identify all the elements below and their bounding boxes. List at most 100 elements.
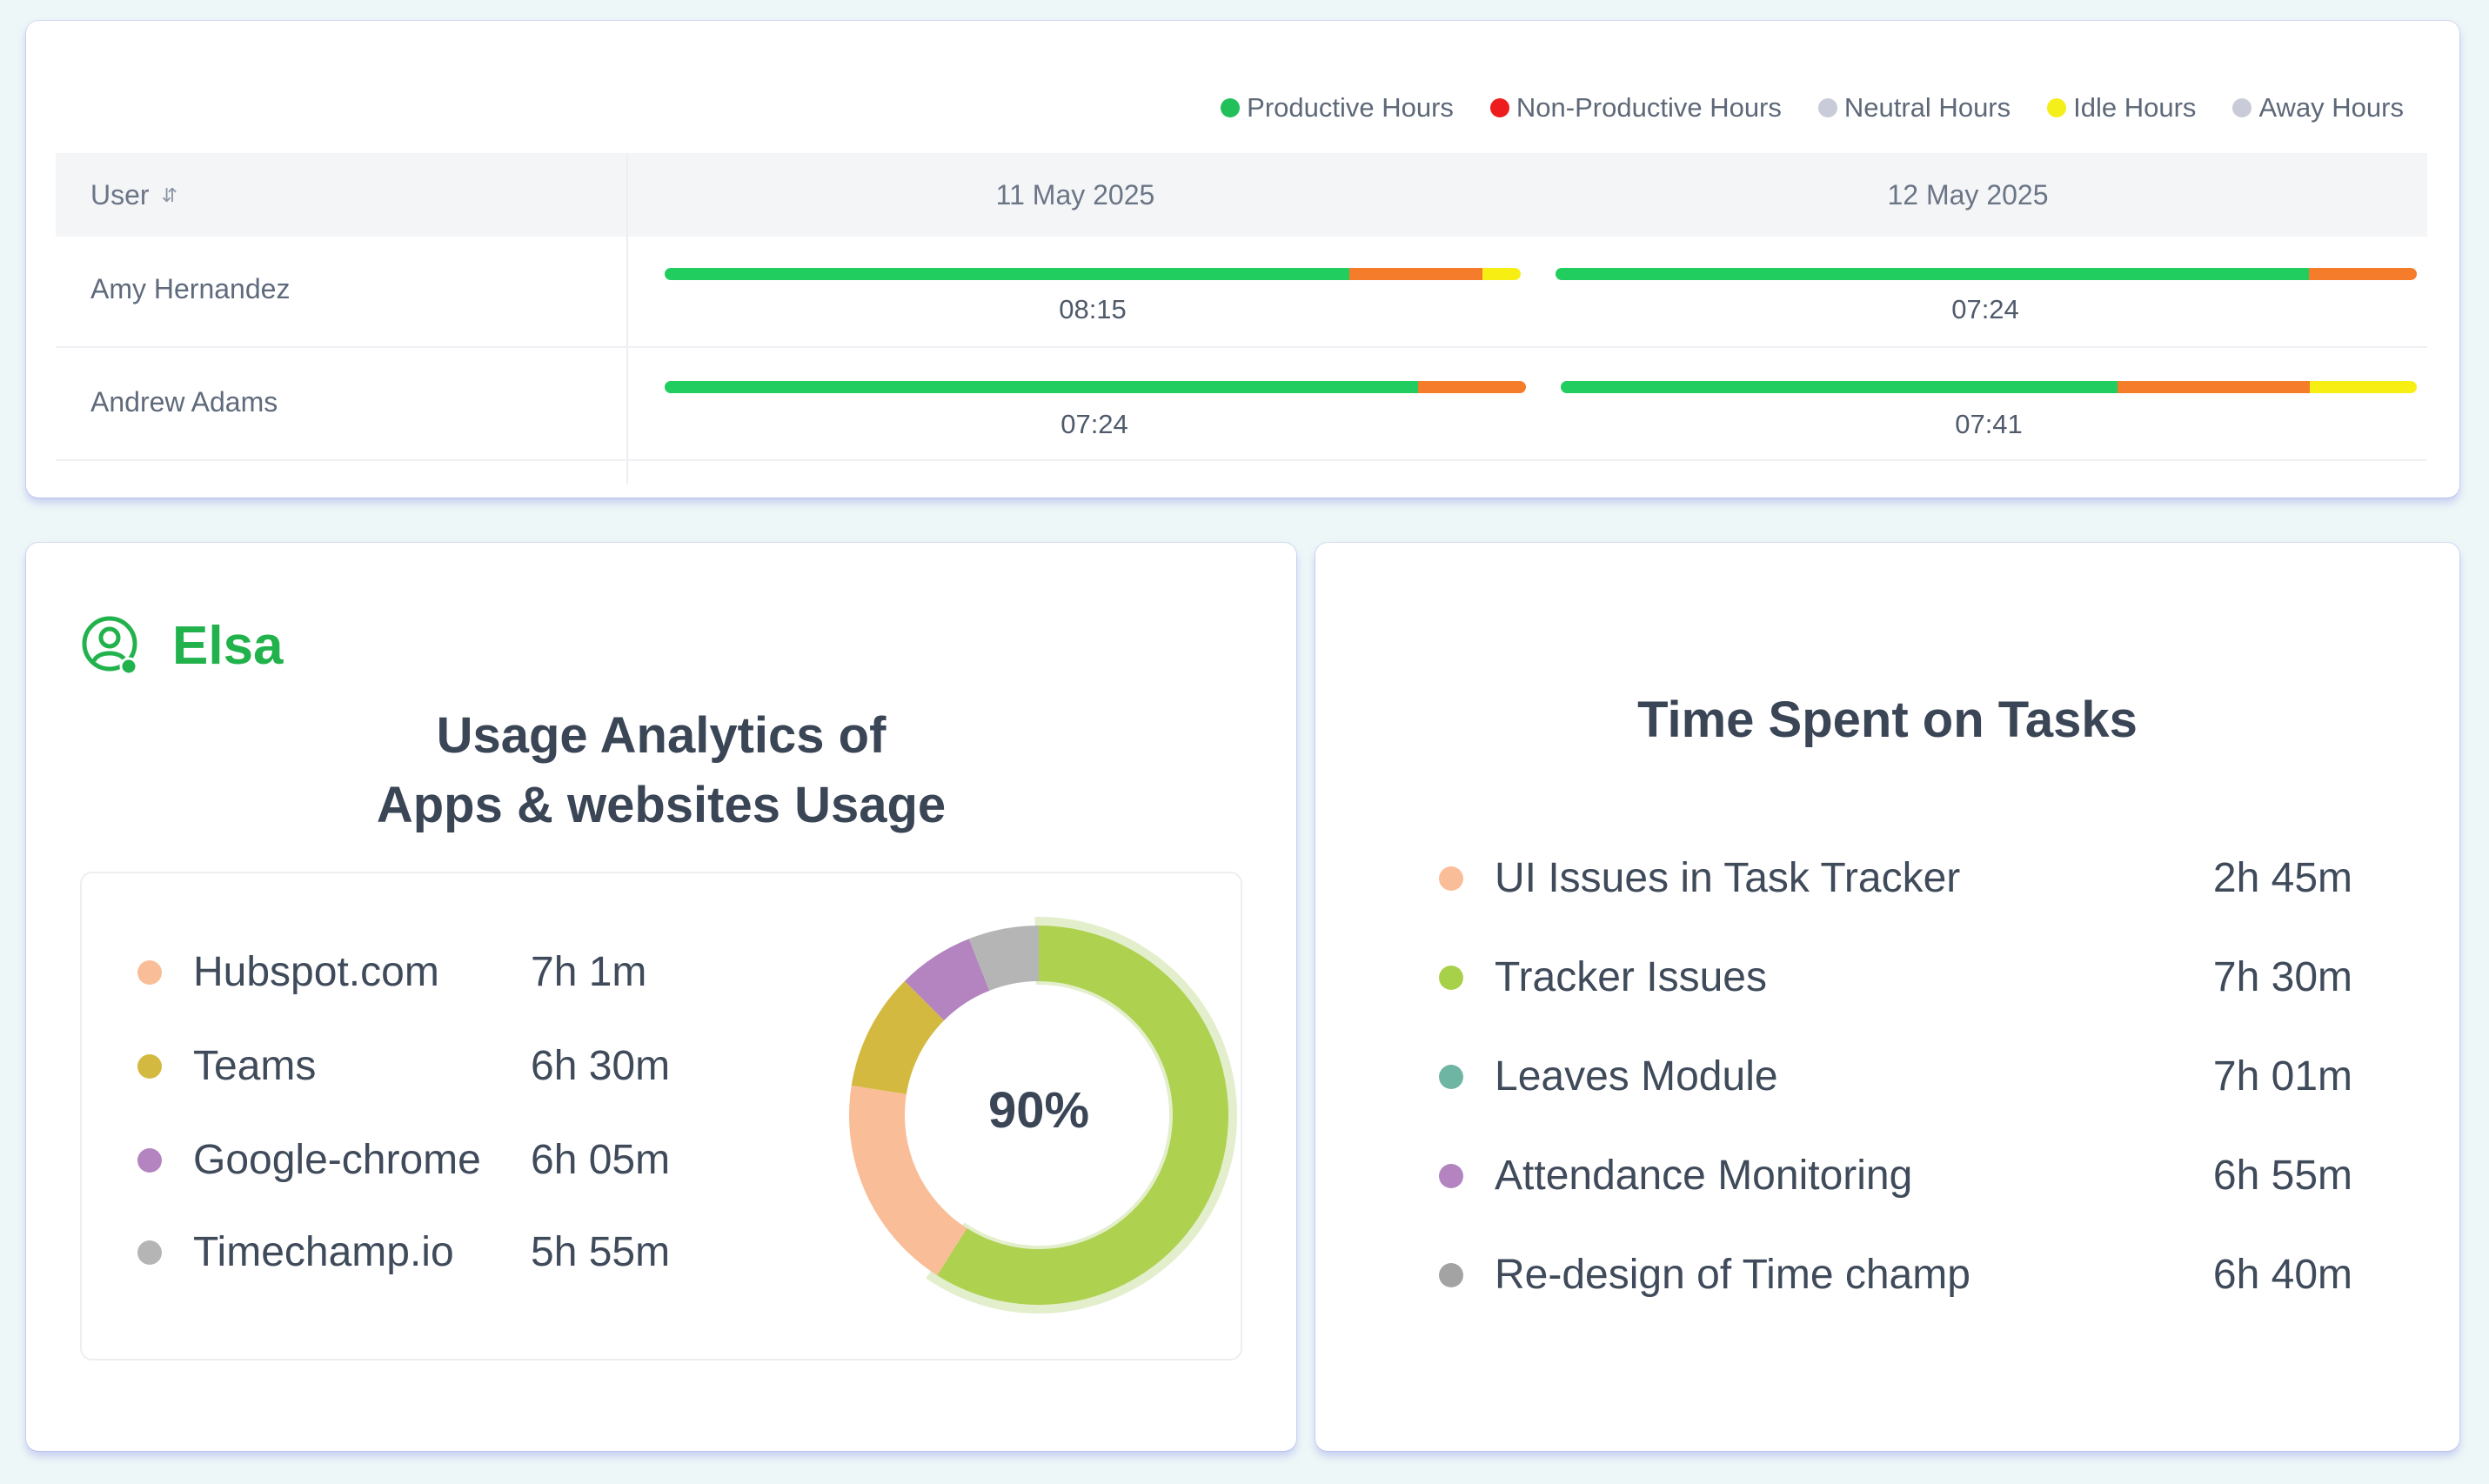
legend-label: Idle Hours <box>2073 92 2197 123</box>
table-row[interactable]: Amy Hernandez 08:15 07:24 <box>56 237 2427 348</box>
total-time: 08:15 <box>1059 294 1127 324</box>
donut-slice[interactable] <box>968 926 1039 991</box>
app-color-dot <box>137 1147 162 1173</box>
usage-title-line: Apps & websites Usage <box>376 777 947 833</box>
app-time: 6h 05m <box>531 1137 671 1183</box>
task-color-dot <box>1439 1163 1463 1188</box>
task-time: 7h 30m <box>2212 954 2352 1000</box>
bar-segment-idle <box>2309 381 2417 393</box>
bar-segment-productive <box>1561 381 2118 393</box>
column-divider <box>626 153 628 484</box>
task-time: 2h 45m <box>2212 855 2352 901</box>
task-time: 6h 55m <box>2212 1153 2352 1199</box>
legend-dot <box>1489 98 1509 117</box>
bar-segment-non-productive <box>1418 381 1526 393</box>
task-color-dot <box>1439 965 1463 990</box>
legend-dot <box>1817 98 1837 117</box>
app-item[interactable]: Teams 6h 30m <box>137 1042 705 1090</box>
time-bar[interactable] <box>1561 381 2417 393</box>
usage-title: Usage Analytics of Apps & websites Usage <box>26 701 1296 840</box>
legend-label: Non-Productive Hours <box>1515 92 1782 123</box>
app-item[interactable]: Timechamp.io 5h 55m <box>137 1228 705 1276</box>
legend-item-neutral[interactable]: Neutral Hours <box>1817 92 2011 124</box>
bar-segment-non-productive <box>2309 268 2417 280</box>
task-time: 7h 01m <box>2212 1053 2352 1100</box>
task-name: Leaves Module <box>1495 1053 1778 1100</box>
app-time: 6h 30m <box>531 1043 671 1089</box>
date-column-header: 12 May 2025 <box>1887 179 2049 211</box>
user-name: Elsa <box>172 615 284 676</box>
app-color-dot <box>137 1053 162 1079</box>
user-header-label: User <box>90 179 150 211</box>
total-time: 07:41 <box>1955 409 2023 439</box>
hours-legend: Productive Hours Non-Productive Hours Ne… <box>1221 92 2404 124</box>
app-name: Google-chrome <box>193 1137 481 1183</box>
task-name: Re-design of Time champ <box>1495 1252 1970 1298</box>
donut-slice[interactable] <box>904 939 990 1021</box>
total-time: 07:24 <box>1061 409 1128 439</box>
time-bar[interactable] <box>665 268 1521 280</box>
app-time: 5h 55m <box>531 1229 671 1275</box>
app-name: Hubspot.com <box>193 949 439 995</box>
user-header: Elsa <box>80 614 284 677</box>
time-bar[interactable] <box>665 381 1526 393</box>
legend-item-idle[interactable]: Idle Hours <box>2047 92 2196 124</box>
table-row[interactable]: Andrew Adams 07:24 07:41 <box>56 350 2427 461</box>
legend-dot <box>1221 98 1241 117</box>
app-item[interactable]: Hubspot.com 7h 1m <box>137 948 705 996</box>
task-item[interactable]: UI Issues in Task Tracker 2h 45m <box>1439 854 2352 902</box>
tasks-title: Time Spent on Tasks <box>1637 692 2138 748</box>
app-color-dot <box>137 959 162 985</box>
date-column-header: 11 May 2025 <box>995 179 1155 211</box>
donut-slice[interactable] <box>937 926 1229 1305</box>
tasks-card: Time Spent on Tasks UI Issues in Task Tr… <box>1315 543 2459 1451</box>
user-name-cell[interactable]: Amy Hernandez <box>90 273 291 304</box>
usage-analytics-card: Elsa Usage Analytics of Apps & websites … <box>26 543 1296 1451</box>
user-circle-icon <box>80 614 143 677</box>
task-name: Tracker Issues <box>1495 954 1767 1000</box>
task-color-dot <box>1439 1064 1463 1089</box>
table-header: User ⇵ 11 May 2025 12 May 2025 <box>56 153 2427 237</box>
usage-title-line: Usage Analytics of <box>436 707 887 764</box>
app-name: Teams <box>193 1043 317 1089</box>
bar-segment-idle <box>1482 268 1521 280</box>
legend-label: Neutral Hours <box>1843 92 2011 123</box>
task-color-dot <box>1439 1262 1463 1287</box>
total-time: 07:24 <box>1951 294 2019 324</box>
bar-segment-non-productive <box>1349 268 1482 280</box>
user-column-header[interactable]: User ⇵ <box>90 179 177 211</box>
legend-item-away[interactable]: Away Hours <box>2232 92 2404 124</box>
legend-item-productive[interactable]: Productive Hours <box>1221 92 1454 124</box>
legend-item-non-productive[interactable]: Non-Productive Hours <box>1489 92 1782 124</box>
usage-panel: Hubspot.com 7h 1m Teams 6h 30m Google-ch… <box>80 872 1242 1360</box>
legend-dot <box>2232 98 2252 117</box>
task-name: Attendance Monitoring <box>1495 1153 1913 1199</box>
bar-segment-productive <box>665 268 1350 280</box>
sort-icon[interactable]: ⇵ <box>161 184 177 206</box>
bar-segment-productive <box>1556 268 2310 280</box>
user-name-cell[interactable]: Andrew Adams <box>90 386 278 418</box>
app-color-dot <box>137 1240 162 1265</box>
task-time: 6h 40m <box>2212 1252 2352 1298</box>
timeline-table: User ⇵ 11 May 2025 12 May 2025 Amy Herna… <box>56 153 2427 484</box>
app-time: 7h 1m <box>531 949 647 995</box>
legend-label: Productive Hours <box>1247 92 1454 123</box>
task-item[interactable]: Attendance Monitoring 6h 55m <box>1439 1152 2352 1200</box>
task-item[interactable]: Re-design of Time champ 6h 40m <box>1439 1251 2352 1299</box>
usage-donut-chart[interactable]: 90% <box>839 915 1239 1315</box>
timeline-card: Productive Hours Non-Productive Hours Ne… <box>26 21 2459 498</box>
app-name: Timechamp.io <box>193 1229 454 1275</box>
bar-segment-non-productive <box>2117 381 2310 393</box>
task-item[interactable]: Leaves Module 7h 01m <box>1439 1053 2352 1100</box>
app-item[interactable]: Google-chrome 6h 05m <box>137 1136 705 1184</box>
donut-slice[interactable] <box>849 1085 967 1276</box>
task-item[interactable]: Tracker Issues 7h 30m <box>1439 953 2352 1001</box>
time-bar[interactable] <box>1556 268 2417 280</box>
task-name: UI Issues in Task Tracker <box>1495 855 1961 901</box>
task-color-dot <box>1439 866 1463 891</box>
legend-label: Away Hours <box>2258 92 2404 123</box>
legend-dot <box>2047 98 2067 117</box>
donut-center-label: 90% <box>988 1082 1089 1139</box>
bar-segment-productive <box>665 381 1419 393</box>
donut-slice[interactable] <box>851 980 945 1094</box>
